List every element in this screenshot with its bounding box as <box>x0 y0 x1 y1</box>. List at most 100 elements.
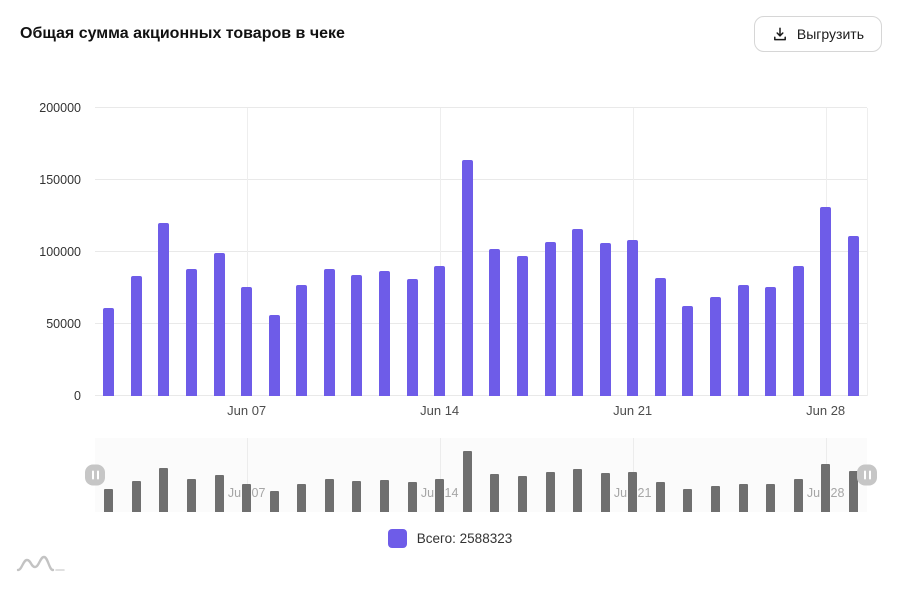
bar-slot <box>260 108 288 396</box>
navigator-bar <box>159 467 169 512</box>
bar[interactable] <box>792 266 804 396</box>
bar-slot <box>812 108 840 396</box>
navigator-bar <box>435 478 445 512</box>
legend-swatch <box>387 529 407 548</box>
bar-slot <box>536 108 564 396</box>
gridline-vertical <box>867 108 868 396</box>
bar[interactable] <box>323 269 335 396</box>
bar[interactable] <box>572 228 584 396</box>
bar[interactable] <box>103 308 115 396</box>
navigator-bar-slot <box>784 438 812 512</box>
bar[interactable] <box>710 296 721 396</box>
navigator-bar <box>352 480 362 512</box>
navigator-bar <box>821 463 831 512</box>
bar-slot <box>729 108 757 396</box>
navigator-bar-slot <box>702 438 730 512</box>
navigator-bar-slot <box>454 438 482 512</box>
bar-slot <box>398 108 426 396</box>
y-axis-label: 100000 <box>39 245 81 259</box>
bar[interactable] <box>820 207 832 396</box>
bar-slot <box>178 108 206 396</box>
bar[interactable] <box>379 270 391 396</box>
navigator-bar-slot <box>178 438 206 512</box>
export-button[interactable]: Выгрузить <box>753 16 882 52</box>
bar[interactable] <box>268 315 280 396</box>
navigator-gridline <box>246 438 248 512</box>
bar-slot <box>205 108 233 396</box>
navigator-bar <box>297 483 307 512</box>
main-chart-plot <box>95 107 868 396</box>
navigator-bar-slot <box>205 438 233 512</box>
bar[interactable] <box>296 285 308 396</box>
bar[interactable] <box>130 276 142 396</box>
export-button-label: Выгрузить <box>796 26 864 42</box>
bar[interactable] <box>654 277 666 396</box>
range-navigator[interactable]: Jun 07 Jun 14 Jun 21 Jun 28 <box>85 438 877 512</box>
bar[interactable] <box>489 249 501 396</box>
navigator-bar <box>711 486 720 512</box>
bar[interactable] <box>682 306 694 396</box>
navigator-bar <box>324 479 334 512</box>
navigator-bar <box>848 470 858 512</box>
navigator-bar-slot <box>674 438 702 512</box>
gridline-vertical <box>439 108 441 396</box>
bar-slot <box>564 108 592 396</box>
navigator-bar <box>738 483 748 512</box>
navigator-bar-slot <box>509 438 537 512</box>
x-axis-label: Jun 28 <box>806 403 846 418</box>
gridline-horizontal <box>95 323 867 324</box>
navigator-bar <box>407 482 417 512</box>
y-axis-label: 50000 <box>46 317 81 331</box>
gridline-horizontal <box>95 395 867 396</box>
bar[interactable] <box>434 266 446 396</box>
bar[interactable] <box>241 286 253 396</box>
x-axis-label: Jun 07 <box>227 403 267 418</box>
navigator-bar-slot <box>840 438 868 512</box>
navigator-bar-slot <box>619 438 647 512</box>
bar-slot <box>123 108 151 396</box>
bar[interactable] <box>847 236 859 396</box>
navigator-left-handle[interactable] <box>85 464 105 486</box>
navigator-bar-slot <box>481 438 509 512</box>
header: Общая сумма акционных товаров в чеке Выг… <box>20 16 882 52</box>
navigator-bar-series <box>95 438 867 512</box>
bar-slot <box>509 108 537 396</box>
bar-slot <box>840 108 868 396</box>
bar-slot <box>784 108 812 396</box>
bar[interactable] <box>186 269 198 396</box>
bar[interactable] <box>599 243 611 396</box>
bar-slot <box>674 108 702 396</box>
navigator-bar <box>131 481 141 512</box>
bar[interactable] <box>351 275 363 396</box>
navigator-bar-slot <box>288 438 316 512</box>
navigator-bar-slot <box>729 438 757 512</box>
page-title: Общая сумма акционных товаров в чеке <box>20 25 345 42</box>
bar[interactable] <box>765 286 777 396</box>
bar[interactable] <box>461 159 473 396</box>
bar[interactable] <box>627 240 639 396</box>
gridline-vertical <box>246 108 248 396</box>
navigator-bar <box>517 476 527 512</box>
bar-slot <box>702 108 730 396</box>
bar[interactable] <box>213 253 225 396</box>
navigator-bar <box>766 483 776 512</box>
bar[interactable] <box>406 279 418 396</box>
navigator-bar <box>187 479 197 512</box>
legend-item-total[interactable]: Всего: 2588323 <box>0 529 900 548</box>
navigator-bar-slot <box>150 438 178 512</box>
gridline-horizontal <box>95 107 867 108</box>
bar-slot <box>647 108 675 396</box>
bar-slot <box>426 108 454 396</box>
navigator-bar <box>628 472 638 512</box>
navigator-right-handle[interactable] <box>857 464 877 486</box>
navigator-bar <box>655 481 665 512</box>
bar[interactable] <box>516 256 528 396</box>
y-axis: 0 50000 100000 150000 200000 <box>0 101 88 403</box>
bar[interactable] <box>158 223 170 396</box>
bar-slot <box>343 108 371 396</box>
bar[interactable] <box>737 285 749 396</box>
bar[interactable] <box>544 241 556 396</box>
bar-series <box>95 108 867 396</box>
navigator-bar <box>104 489 114 512</box>
navigator-bar-slot <box>536 438 564 512</box>
